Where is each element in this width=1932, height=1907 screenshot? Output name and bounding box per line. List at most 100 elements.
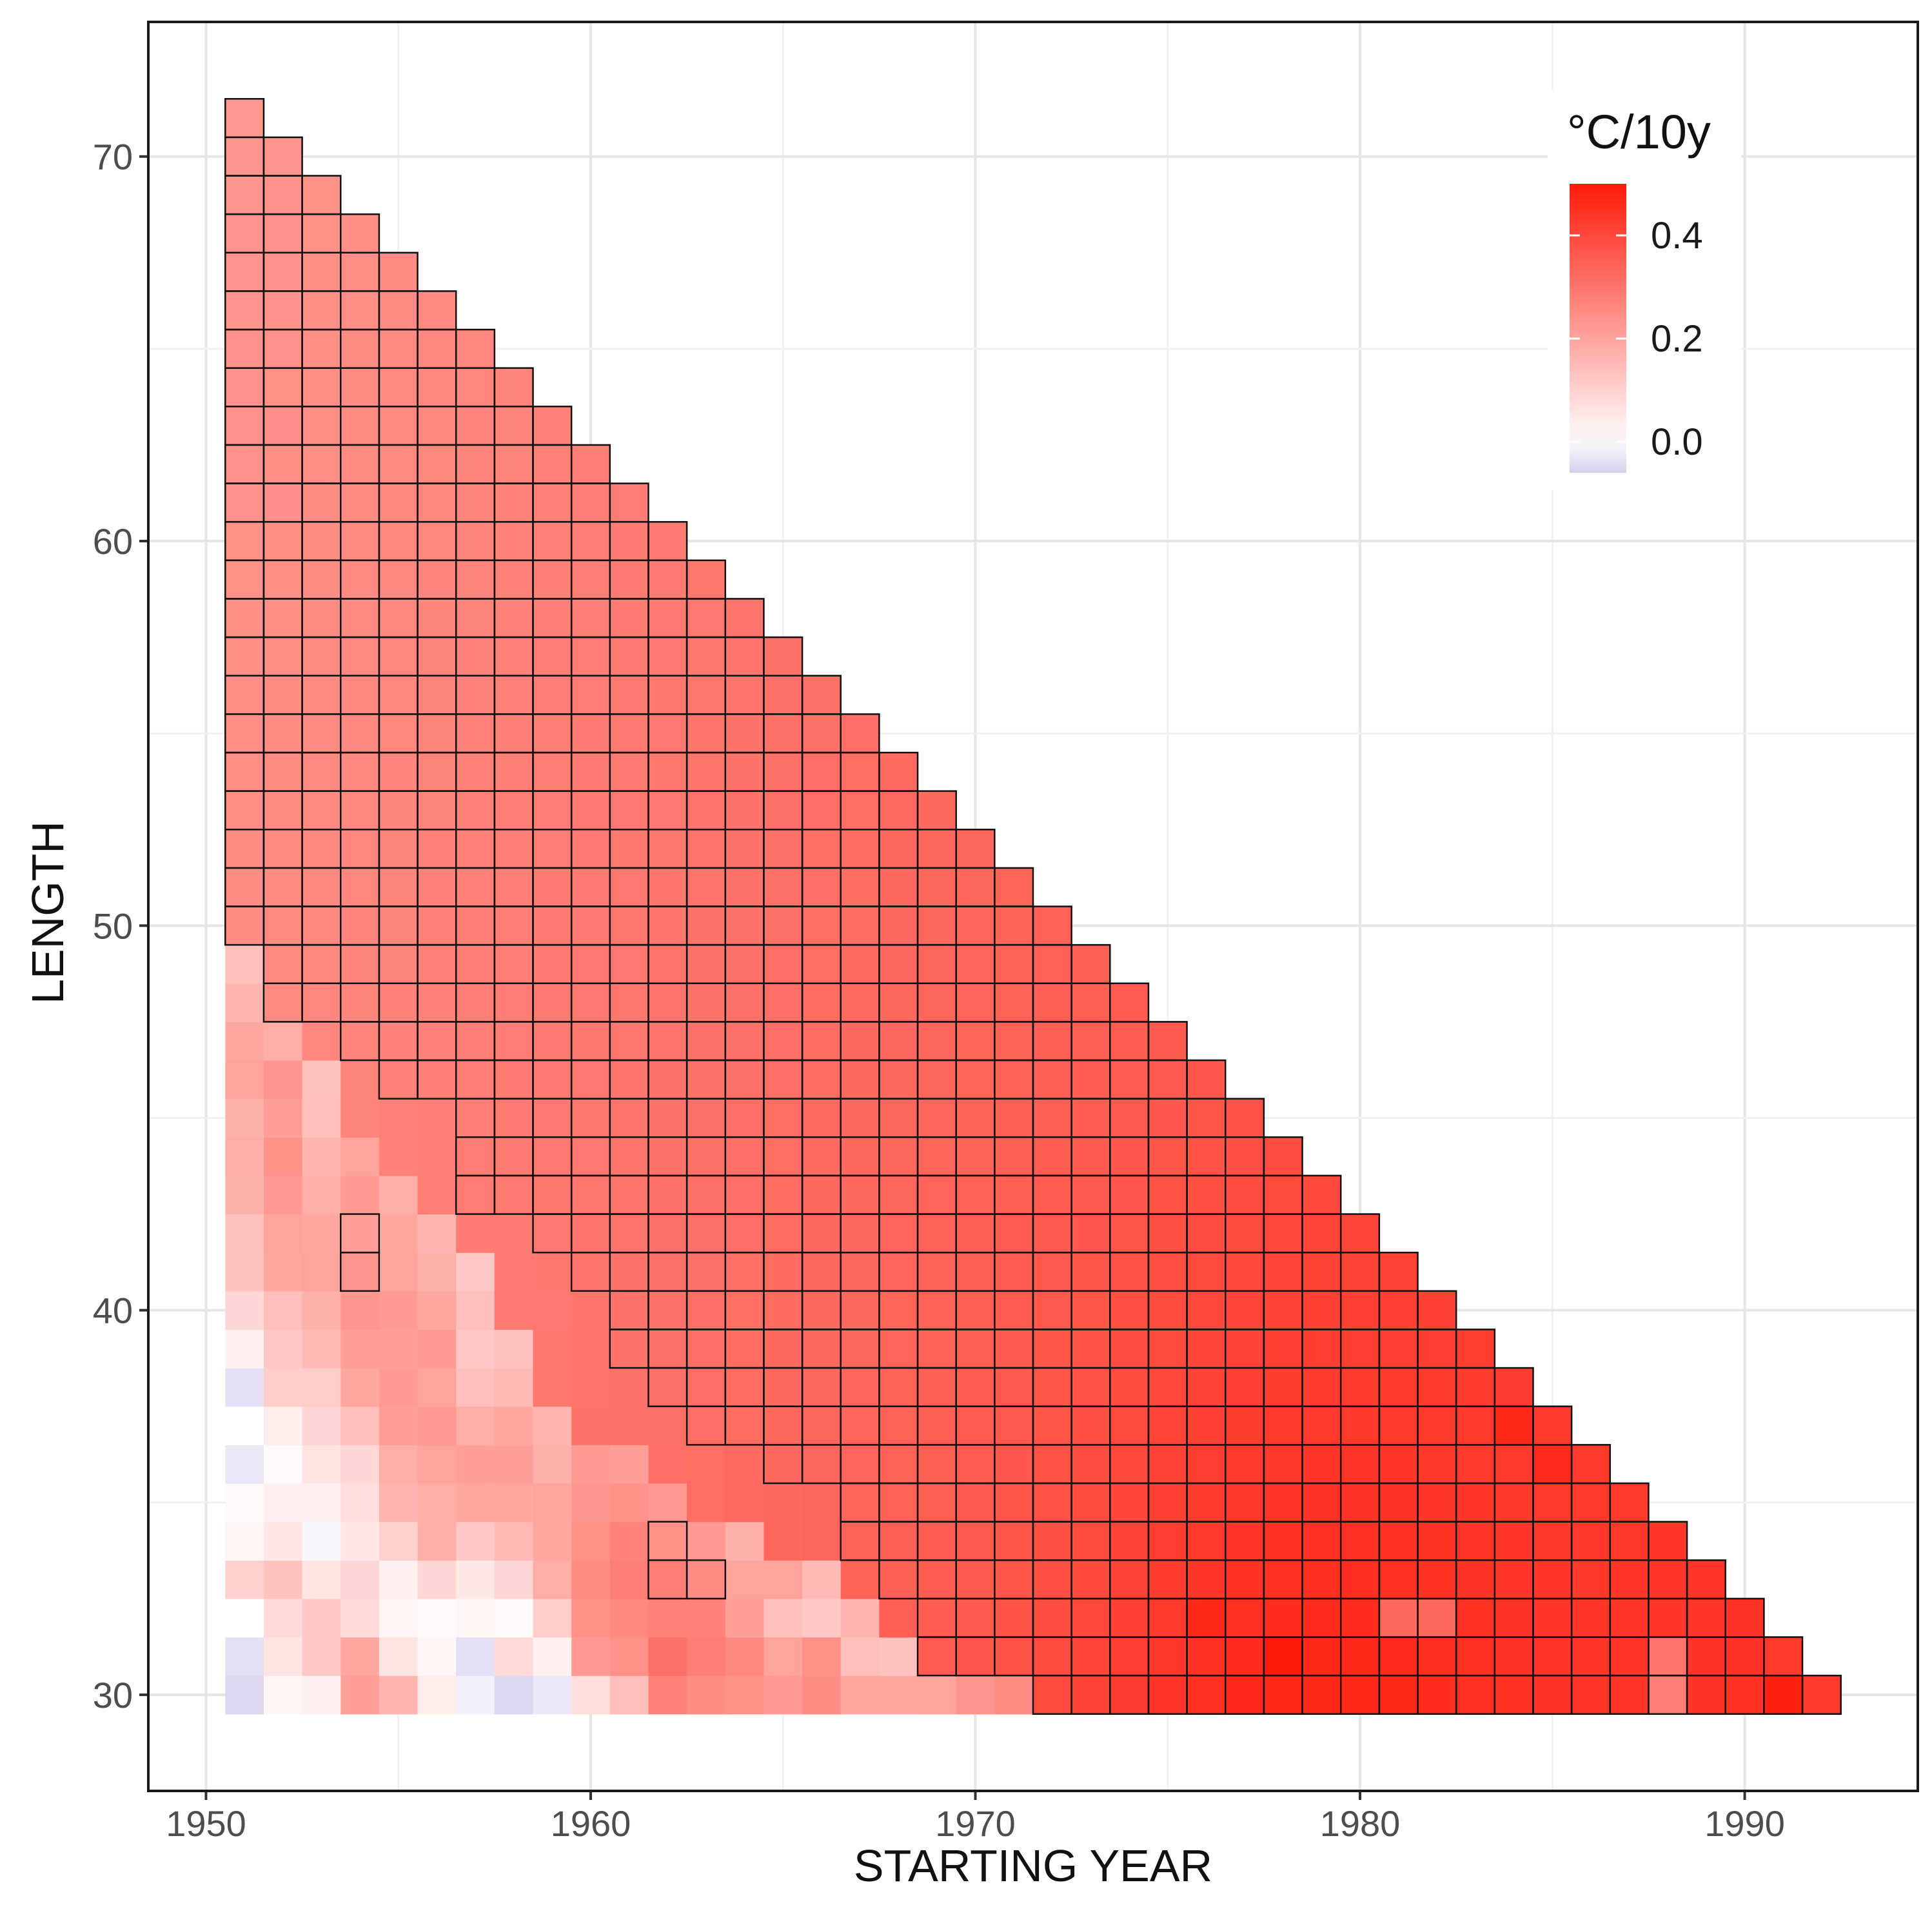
- cell-1953-59: [302, 560, 341, 600]
- cell-1973-38: [1071, 1368, 1110, 1407]
- cell-1954-54: [340, 752, 380, 792]
- cell-1971-32: [994, 1598, 1034, 1638]
- cell-1972-47: [1033, 1022, 1072, 1061]
- cell-1970-40: [956, 1290, 995, 1330]
- cell-1951-31: [225, 1637, 264, 1676]
- cell-1973-35: [1071, 1483, 1110, 1523]
- cell-1971-35: [994, 1483, 1034, 1523]
- cell-1965-36: [764, 1445, 803, 1484]
- cell-1957-40: [456, 1290, 495, 1330]
- cell-1975-34: [1148, 1521, 1188, 1561]
- cell-1957-31: [456, 1637, 495, 1676]
- cell-1962-34: [648, 1521, 687, 1561]
- cell-1957-51: [456, 867, 495, 907]
- cell-1989-33: [1687, 1560, 1726, 1599]
- cell-1958-39: [494, 1329, 534, 1368]
- cell-1961-34: [609, 1521, 649, 1561]
- cell-1955-50: [379, 906, 419, 945]
- cell-1955-47: [379, 1022, 419, 1061]
- cell-1961-48: [609, 983, 649, 1022]
- cell-1971-34: [994, 1521, 1034, 1561]
- cell-1958-31: [494, 1637, 534, 1676]
- cell-1985-37: [1533, 1406, 1572, 1445]
- cell-1954-58: [340, 598, 380, 638]
- cell-1965-35: [764, 1483, 803, 1523]
- cell-1955-33: [379, 1560, 419, 1599]
- cell-1959-30: [533, 1675, 572, 1715]
- cell-1958-56: [494, 675, 534, 715]
- cell-1964-35: [725, 1483, 765, 1523]
- cell-1964-58: [725, 598, 765, 638]
- cell-1956-33: [417, 1560, 457, 1599]
- significant-cell-1975-47: [1147, 1021, 1188, 1062]
- cell-1971-51: [994, 867, 1034, 907]
- cell-1955-64: [379, 368, 419, 407]
- significant-cell-1980-42: [1339, 1213, 1381, 1254]
- x-tick-label-1950: 1950: [166, 1803, 246, 1844]
- cell-1958-42: [494, 1214, 534, 1253]
- heatmap-cells: [225, 99, 1842, 1715]
- cell-1955-39: [379, 1329, 419, 1368]
- cell-1957-35: [456, 1483, 495, 1523]
- cell-1968-36: [879, 1445, 918, 1484]
- cell-1952-38: [263, 1368, 303, 1407]
- cell-1953-31: [302, 1637, 341, 1676]
- cell-1961-38: [609, 1368, 649, 1407]
- cell-1964-32: [725, 1598, 765, 1638]
- cell-1959-53: [533, 791, 572, 830]
- cell-1952-62: [263, 444, 303, 484]
- cell-1962-57: [648, 637, 687, 677]
- cell-1958-57: [494, 637, 534, 677]
- cell-1961-44: [609, 1137, 649, 1176]
- cell-1972-33: [1033, 1560, 1072, 1599]
- cell-1969-36: [918, 1445, 957, 1484]
- significant-cell-1976-46: [1186, 1059, 1227, 1100]
- cell-1968-33: [879, 1560, 918, 1599]
- cell-1976-44: [1187, 1137, 1226, 1176]
- cell-1972-38: [1033, 1368, 1072, 1407]
- cell-1953-58: [302, 598, 341, 638]
- cell-1965-30: [764, 1675, 803, 1715]
- cell-1955-56: [379, 675, 419, 715]
- cell-1983-31: [1456, 1637, 1495, 1676]
- cell-1991-30: [1764, 1675, 1803, 1715]
- cell-1966-32: [802, 1598, 842, 1638]
- cell-1957-30: [456, 1675, 495, 1715]
- cell-1960-45: [571, 1098, 611, 1138]
- y-tick-label-40: 40: [93, 1290, 133, 1331]
- cell-1957-50: [456, 906, 495, 945]
- cell-1957-32: [456, 1598, 495, 1638]
- cell-1972-44: [1033, 1137, 1072, 1176]
- cell-1965-43: [764, 1175, 803, 1215]
- cell-1966-49: [802, 945, 842, 984]
- cell-1956-31: [417, 1637, 457, 1676]
- cell-1969-48: [918, 983, 957, 1022]
- cell-1963-34: [687, 1521, 726, 1561]
- cell-1978-38: [1263, 1368, 1303, 1407]
- cell-1954-65: [340, 330, 380, 369]
- cell-1955-40: [379, 1290, 419, 1330]
- cell-1972-35: [1033, 1483, 1072, 1523]
- cell-1968-37: [879, 1406, 918, 1445]
- cell-1978-36: [1263, 1445, 1303, 1484]
- cell-1964-43: [725, 1175, 765, 1215]
- cell-1951-33: [225, 1560, 264, 1599]
- cell-1977-36: [1225, 1445, 1265, 1484]
- cell-1980-39: [1341, 1329, 1380, 1368]
- significant-cell-1985-37: [1532, 1405, 1573, 1446]
- cell-1958-55: [494, 714, 534, 753]
- cell-1975-44: [1148, 1137, 1188, 1176]
- cell-1982-36: [1417, 1445, 1457, 1484]
- x-tick-label-1980: 1980: [1320, 1803, 1401, 1844]
- cell-1962-47: [648, 1022, 687, 1061]
- cell-1956-42: [417, 1214, 457, 1253]
- cell-1981-31: [1379, 1637, 1419, 1676]
- cell-1959-36: [533, 1445, 572, 1484]
- cell-1983-38: [1456, 1368, 1495, 1407]
- cell-1979-37: [1302, 1406, 1341, 1445]
- legend-ticks: 0.4 0.2 0.0: [1570, 215, 1703, 463]
- cell-1961-32: [609, 1598, 649, 1638]
- cell-1988-30: [1648, 1675, 1688, 1715]
- cell-1957-61: [456, 483, 495, 522]
- cell-1964-39: [725, 1329, 765, 1368]
